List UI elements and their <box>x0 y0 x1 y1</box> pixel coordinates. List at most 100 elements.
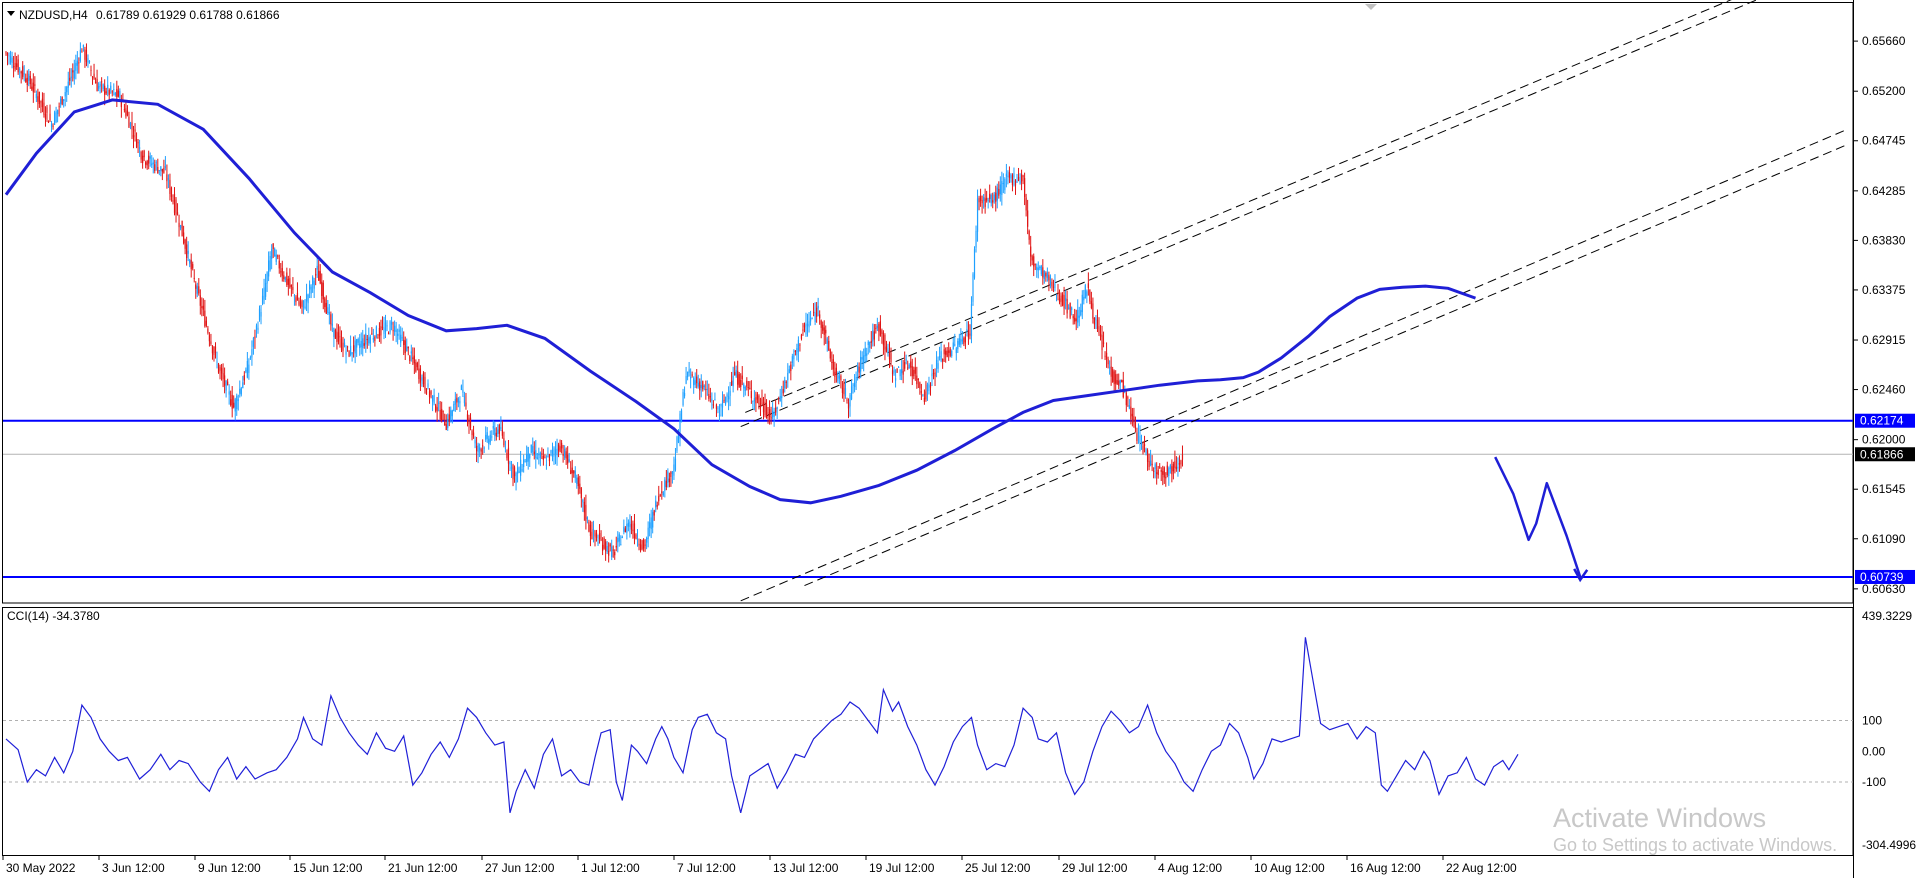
bear-candle <box>430 391 432 395</box>
bear-candle <box>93 73 95 79</box>
bear-candle <box>26 77 28 86</box>
bull-candle <box>805 323 807 335</box>
bear-candle <box>785 381 787 383</box>
bear-candle <box>696 376 698 384</box>
bear-candle <box>6 53 9 56</box>
bull-candle <box>383 327 385 335</box>
bear-candle <box>542 455 544 460</box>
bull-candle <box>155 162 157 164</box>
bull-candle <box>685 376 687 384</box>
bear-candle <box>670 472 672 478</box>
bull-candle <box>73 70 75 79</box>
bear-candle <box>471 430 473 436</box>
bear-candle <box>1017 176 1020 181</box>
bull-candle <box>447 418 449 428</box>
bear-candle <box>44 113 47 120</box>
bull-candle <box>284 276 286 280</box>
bear-candle <box>254 336 256 339</box>
bull-candle <box>474 440 476 444</box>
bear-candle <box>424 376 426 390</box>
bull-candle <box>855 376 857 383</box>
bear-candle <box>843 383 845 395</box>
bear-candle <box>243 375 245 381</box>
bear-candle <box>632 529 634 532</box>
bull-candle <box>863 355 865 363</box>
price-tick-label: 0.65200 <box>1862 84 1906 98</box>
bull-candle <box>937 363 939 369</box>
bear-candle <box>140 151 142 160</box>
bull-candle <box>488 438 490 445</box>
price-tick-label: 0.63830 <box>1862 233 1906 247</box>
bull-candle <box>99 83 101 87</box>
bull-candle <box>700 384 702 388</box>
channel-line <box>745 0 1732 413</box>
bear-candle <box>334 329 337 339</box>
bull-candle <box>389 321 391 333</box>
bull-candle <box>516 467 519 474</box>
bear-candle <box>614 551 616 556</box>
bull-candle <box>806 323 809 327</box>
bear-candle <box>738 374 740 387</box>
time-tick-label: 3 Jun 12:00 <box>102 861 165 875</box>
bull-candle <box>79 49 81 61</box>
bear-candle <box>183 232 185 244</box>
bull-candle <box>538 454 540 456</box>
bear-candle <box>52 125 54 127</box>
time-tick-label: 4 Aug 12:00 <box>1158 861 1222 875</box>
bull-candle <box>951 350 953 357</box>
bull-candle <box>703 385 705 388</box>
bear-candle <box>298 300 300 305</box>
bear-candle <box>512 465 514 480</box>
bull-candle <box>386 325 388 327</box>
bull-candle <box>597 542 599 544</box>
bull-candle <box>1049 276 1052 286</box>
bear-candle <box>1107 359 1109 365</box>
bear-candle <box>829 349 831 359</box>
bear-candle <box>891 370 894 375</box>
bear-candle <box>916 375 918 385</box>
bull-candle <box>1077 309 1079 323</box>
bear-candle <box>1102 342 1105 344</box>
bear-candle <box>1030 246 1032 257</box>
bull-candle <box>547 455 549 457</box>
bull-candle <box>310 286 312 294</box>
bear-candle <box>1069 302 1071 318</box>
bull-candle <box>151 163 153 166</box>
bull-candle <box>1004 178 1006 191</box>
bear-candle <box>353 345 355 352</box>
bear-candle <box>1181 454 1184 460</box>
channel-line <box>740 0 1758 428</box>
menu-triangle-icon <box>7 11 15 16</box>
bull-candle <box>1055 294 1058 296</box>
bull-candle <box>743 384 745 389</box>
bear-candle <box>210 341 212 344</box>
bull-candle <box>796 348 798 356</box>
bull-candle <box>98 85 100 89</box>
bull-candle <box>621 536 623 539</box>
bull-candle <box>451 410 453 417</box>
bear-candle <box>603 538 605 549</box>
bear-candle <box>233 402 235 408</box>
bear-candle <box>441 408 443 422</box>
bull-candle <box>375 326 378 337</box>
bear-candle <box>709 396 711 398</box>
bear-candle <box>914 367 916 374</box>
bear-candle <box>84 49 86 60</box>
bull-candle <box>894 378 897 381</box>
bull-candle <box>729 390 731 396</box>
bear-candle <box>34 84 36 86</box>
bull-candle <box>1036 266 1038 271</box>
bull-candle <box>110 85 112 91</box>
bull-candle <box>328 311 330 315</box>
bear-candle <box>800 334 803 339</box>
bear-candle <box>1165 476 1167 479</box>
main-panel-frame <box>2 2 1854 604</box>
bull-candle <box>53 112 56 125</box>
bear-candle <box>1074 317 1076 322</box>
bull-candle <box>797 339 800 353</box>
bear-candle <box>154 164 156 171</box>
bull-candle <box>551 449 554 457</box>
bear-candle <box>1060 295 1062 302</box>
